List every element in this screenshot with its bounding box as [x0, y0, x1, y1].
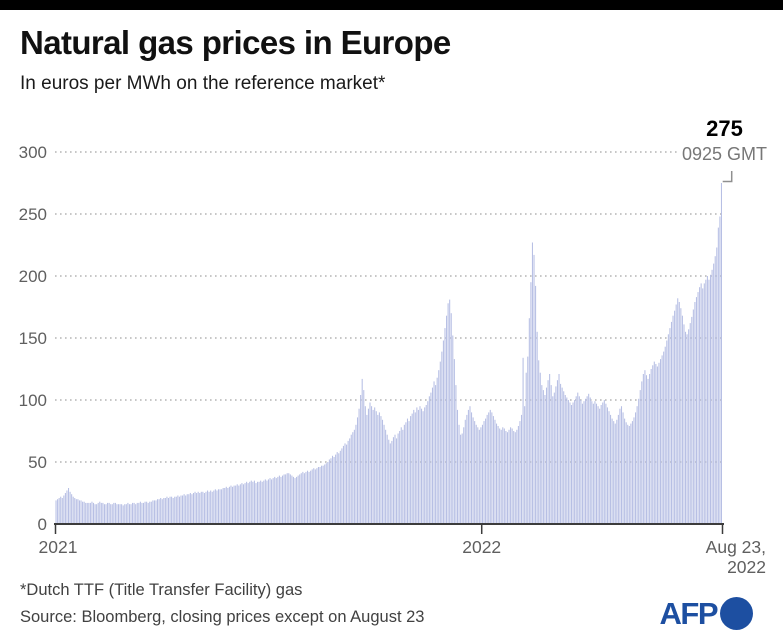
latest-price-time: 0925 GMT [652, 144, 783, 165]
gridlines [55, 151, 723, 463]
x-axis [54, 523, 724, 534]
annotation-leader-line [722, 171, 733, 183]
chart-subtitle: In euros per MWh on the reference market… [20, 73, 386, 94]
latest-price-time-text: 0925 GMT [679, 144, 770, 165]
latest-price-annotation: 275 0925 GMT [652, 116, 783, 165]
svg-text:2022: 2022 [727, 557, 766, 577]
afp-logo: AFP [659, 596, 753, 631]
svg-text:200: 200 [19, 267, 47, 286]
svg-text:150: 150 [19, 329, 47, 348]
source-line: Source: Bloomberg, closing prices except… [20, 608, 425, 626]
svg-text:2021: 2021 [39, 537, 78, 557]
svg-text:250: 250 [19, 205, 47, 224]
afp-logo-circle [720, 597, 753, 630]
latest-price-value: 275 [706, 116, 743, 141]
svg-text:300: 300 [19, 143, 47, 162]
chart-title: Natural gas prices in Europe [20, 24, 451, 61]
footnote: *Dutch TTF (Title Transfer Facility) gas [20, 581, 303, 599]
top-bar [0, 0, 783, 10]
afp-logo-text: AFP [659, 596, 719, 631]
svg-text:0: 0 [38, 515, 47, 534]
price-bars [55, 183, 722, 524]
svg-text:2022: 2022 [462, 537, 501, 557]
svg-text:100: 100 [19, 391, 47, 410]
svg-text:50: 50 [28, 453, 47, 472]
y-axis-labels: 0 50 100 150 200 250 300 [19, 143, 47, 534]
svg-text:Aug 23,: Aug 23, [706, 537, 766, 557]
x-axis-labels: 2021 2022 Aug 23,2022 [39, 537, 767, 577]
